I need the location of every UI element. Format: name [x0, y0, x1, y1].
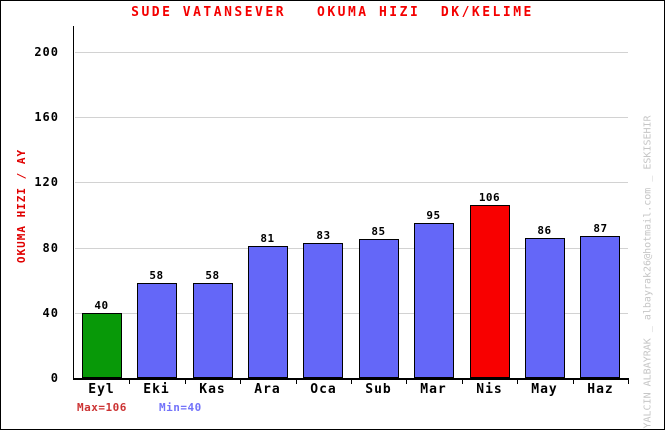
min-label: Min=40	[159, 401, 202, 414]
axis-tick	[462, 380, 463, 384]
x-tick-label: Nis	[476, 382, 503, 397]
bar	[248, 246, 288, 378]
x-tick-label: Eki	[143, 382, 170, 397]
bar-value-label: 83	[316, 229, 331, 242]
bar-value-label: 106	[478, 191, 501, 204]
bar-value-label: 58	[205, 269, 220, 282]
axis-tick	[517, 380, 518, 384]
bar	[303, 243, 343, 378]
y-axis-title: OKUMA HIZI / AY	[15, 148, 28, 264]
axis-tick	[628, 380, 629, 384]
gridline	[75, 182, 628, 183]
bar	[82, 313, 122, 378]
bar	[470, 205, 510, 378]
bar-value-label: 87	[593, 222, 608, 235]
chart-title: SUDE VATANSEVER OKUMA HIZI DK/KELIME	[131, 5, 534, 20]
x-tick-label: Sub	[365, 382, 392, 397]
x-tick-label: May	[531, 382, 558, 397]
y-tick-label: 80	[42, 241, 59, 255]
gridline	[75, 313, 628, 314]
bar	[414, 223, 454, 378]
axis-tick	[240, 380, 241, 384]
watermark-text: YALCIN ALBAYRAK _ albayrak26@hotmail.com…	[642, 115, 654, 429]
bar-value-label: 40	[94, 299, 109, 312]
max-label: Max=106	[77, 401, 127, 414]
bar-value-label: 95	[426, 209, 441, 222]
gridline	[75, 52, 628, 53]
plot-area	[73, 26, 629, 380]
x-tick-label: Haz	[587, 382, 614, 397]
y-tick-label: 120	[34, 175, 59, 189]
axis-tick	[185, 380, 186, 384]
gridline	[75, 117, 628, 118]
x-tick-label: Ara	[254, 382, 281, 397]
bar-value-label: 58	[149, 269, 164, 282]
bar	[193, 283, 233, 378]
axis-tick	[351, 380, 352, 384]
axis-tick	[573, 380, 574, 384]
x-tick-label: Oca	[310, 382, 337, 397]
bar	[525, 238, 565, 378]
bar-value-label: 85	[371, 225, 386, 238]
y-tick-label: 40	[42, 306, 59, 320]
y-tick-label: 0	[50, 371, 59, 385]
bar	[137, 283, 177, 378]
bar-value-label: 81	[260, 232, 275, 245]
x-tick-label: Kas	[199, 382, 226, 397]
axis-tick	[296, 380, 297, 384]
bar-value-label: 86	[537, 224, 552, 237]
gridline	[75, 248, 628, 249]
bar	[580, 236, 620, 378]
x-tick-label: Mar	[420, 382, 447, 397]
bar	[359, 239, 399, 378]
axis-tick	[406, 380, 407, 384]
x-tick-label: Eyl	[88, 382, 115, 397]
axis-tick	[129, 380, 130, 384]
y-tick-label: 160	[34, 110, 59, 124]
y-tick-label: 200	[34, 45, 59, 59]
